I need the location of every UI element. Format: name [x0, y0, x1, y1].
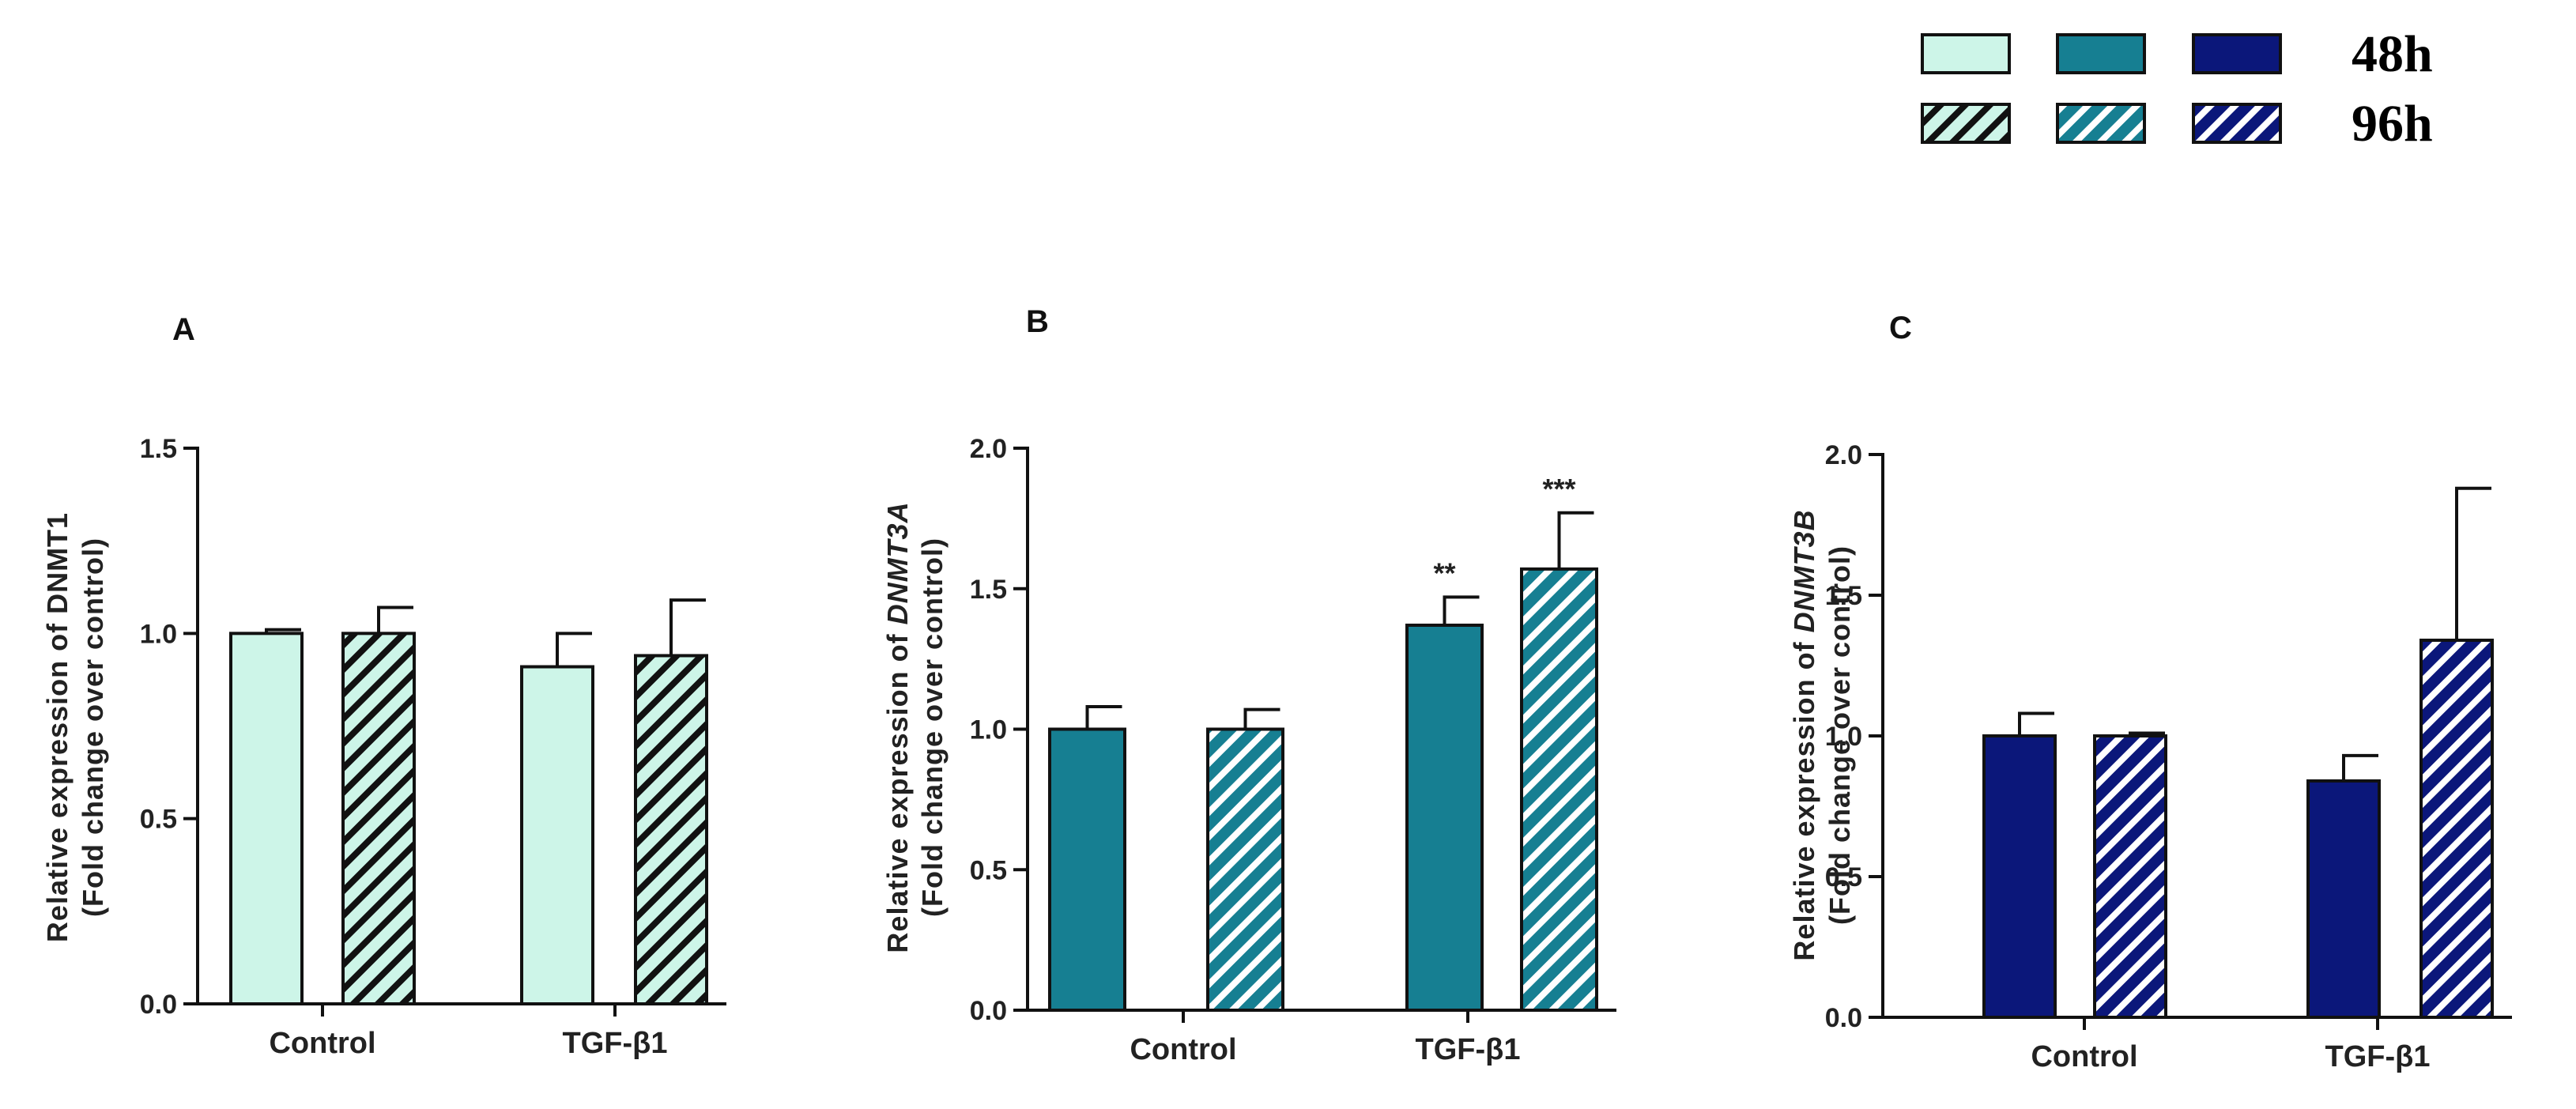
legend-swatch-48h-3	[2192, 33, 2282, 74]
panel-letter: B	[1026, 304, 1049, 339]
legend-swatch-96h-2	[2056, 103, 2146, 144]
legend-swatch-96h-3	[2192, 103, 2282, 144]
legend-label-48h: 48h	[2352, 25, 2433, 83]
x-tick-label: TGF-β1	[1416, 1033, 1521, 1066]
significance-label: ***	[1542, 473, 1575, 505]
significance-label: **	[1433, 556, 1455, 589]
bar-96h-Control	[1206, 727, 1284, 1012]
legend-label-96h: 96h	[2352, 95, 2433, 153]
bar-96h-TGF-β1	[2419, 638, 2494, 1020]
bar-48h-TGF-β1	[2306, 779, 2381, 1020]
panel-letter: A	[172, 312, 195, 347]
legend-swatch-96h-1	[1921, 103, 2011, 144]
y-tick-label: 1.0	[1825, 722, 1862, 752]
y-axis-label-prefix: Relative expression of	[1788, 632, 1820, 960]
y-tick-label: 1.5	[1825, 581, 1862, 611]
y-axis-label-line1: Relative expression of DNMT3A	[881, 501, 914, 952]
y-tick-label: 1.0	[970, 715, 1007, 745]
bar-96h-Control	[2093, 734, 2167, 1019]
y-axis-label-line1: Relative expression of DNMT3B	[1788, 509, 1820, 960]
bar-48h-Control	[1982, 734, 2057, 1019]
y-axis-label-line2: (Fold change over control)	[916, 538, 949, 917]
y-tick-label: 0.0	[1825, 1003, 1862, 1033]
y-tick-label: 1.5	[970, 575, 1007, 605]
y-axis-label-line2: (Fold change over control)	[1824, 545, 1856, 925]
y-axis-label-gene: DNMT3A	[881, 501, 914, 624]
x-tick-label: Control	[269, 1027, 375, 1060]
y-tick-label: 2.0	[1825, 440, 1862, 470]
legend-swatch-48h-2	[2056, 33, 2146, 74]
y-axis-label-prefix: Relative expression of	[881, 624, 914, 952]
y-axis-label-line2: (Fold change over control)	[77, 538, 109, 917]
y-tick-label: 1.0	[140, 619, 177, 649]
y-tick-label: 0.5	[140, 805, 177, 835]
y-tick-label: 0.5	[1825, 862, 1862, 892]
bar-48h-TGF-β1	[1405, 623, 1484, 1013]
bar-48h-TGF-β1	[520, 665, 594, 1005]
bar-48h-Control	[1048, 727, 1126, 1012]
y-tick-label: 1.5	[140, 434, 177, 464]
x-tick-label: Control	[1130, 1033, 1236, 1066]
y-tick-label: 0.0	[970, 996, 1007, 1026]
x-tick-label: Control	[2031, 1040, 2137, 1073]
y-tick-label: 0.5	[970, 855, 1007, 885]
bar-96h-TGF-β1	[634, 654, 708, 1005]
x-tick-label: TGF-β1	[563, 1027, 668, 1060]
charts: A 0.0 0.5 1.0 1.5 Control TGF-β1 Relative expre…	[41, 304, 2512, 1073]
panel-letter: C	[1889, 311, 1912, 345]
bar-48h-Control	[229, 632, 304, 1005]
y-axis-label-gene: DNMT3B	[1788, 509, 1820, 632]
x-tick-label: TGF-β1	[2325, 1040, 2431, 1073]
bar-96h-Control	[341, 632, 416, 1005]
chart-panel-C: C 0.0 0.5 1.0 1.5 2.0 Control TGF-β1 Relative ex…	[1788, 311, 2512, 1073]
bar-96h-TGF-β1	[1520, 567, 1598, 1012]
legend-swatch-48h-1	[1921, 33, 2011, 74]
y-tick-label: 0.0	[140, 990, 177, 1020]
y-tick-label: 2.0	[970, 434, 1007, 464]
chart-panel-A: A 0.0 0.5 1.0 1.5 Control TGF-β1 Relative expre…	[41, 312, 726, 1060]
y-axis-label-line1: Relative expression of DNMT1	[41, 512, 74, 942]
